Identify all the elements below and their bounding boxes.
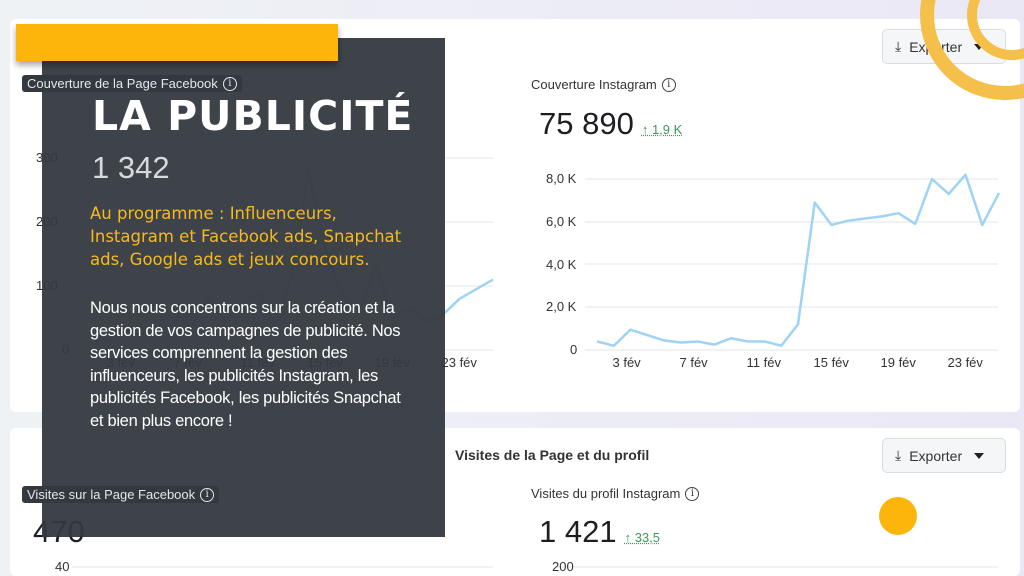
y-tick: 4,0 K	[546, 257, 577, 272]
y-tick: 6,0 K	[546, 214, 577, 229]
info-icon[interactable]: i	[661, 77, 676, 92]
body-text: Nous nous concentrons sur la création et…	[90, 299, 401, 430]
facebook-reach-value: 1 342	[92, 150, 170, 185]
download-icon: ⤓	[895, 38, 902, 54]
facebook-reach-title: Couverture de la Page Facebook i	[22, 75, 242, 92]
decorative-dot	[879, 497, 917, 535]
x-tick: 23 fév	[947, 355, 983, 370]
x-tick: 11 fév	[746, 355, 781, 370]
instagram-reach-value: 75 890 ↑ 1,9 K	[539, 106, 683, 141]
delta-up: ↑ 33,5	[624, 530, 661, 545]
y-tick: 0	[570, 342, 578, 357]
info-icon[interactable]: i	[685, 486, 700, 501]
series-line	[596, 173, 1001, 347]
instagram-visits-title: Visites du profil Instagram i	[531, 486, 700, 501]
caret-down-icon	[974, 43, 985, 50]
headline: LA PUBLICITÉ	[92, 92, 414, 140]
export-button-2[interactable]: ⤓ Exporter	[882, 438, 1006, 473]
x-tick: 23 fév	[441, 355, 477, 370]
x-tick: 15 fév	[813, 355, 849, 370]
facebook-visits-title: Visites sur la Page Facebook i	[22, 486, 220, 503]
accent-bar	[16, 24, 338, 61]
y-tick: 40	[55, 559, 70, 574]
export-button[interactable]: ⤓ Exporter	[882, 29, 1006, 64]
info-icon[interactable]: i	[222, 76, 237, 91]
caret-down-icon	[974, 452, 985, 459]
instagram-visits-value: 1 421 ↑ 33,5	[539, 514, 661, 549]
visits-section-title: Visites de la Page et du profil	[455, 447, 650, 463]
info-icon[interactable]: i	[200, 487, 215, 502]
y-tick: 2,0 K	[546, 299, 577, 314]
overlay-panel	[42, 38, 445, 537]
y-tick: 200	[552, 559, 574, 574]
instagram-reach-title: Couverture Instagram i	[531, 77, 676, 92]
x-tick: 3 fév	[612, 355, 641, 370]
delta-up: ↑ 1,9 K	[641, 122, 683, 137]
lead-text: Au programme : Influenceurs, Instagram e…	[90, 204, 402, 269]
download-icon: ⤓	[895, 447, 902, 463]
y-tick: 8,0 K	[546, 171, 577, 186]
x-tick: 7 fév	[679, 355, 708, 370]
x-tick: 19 fév	[880, 355, 916, 370]
